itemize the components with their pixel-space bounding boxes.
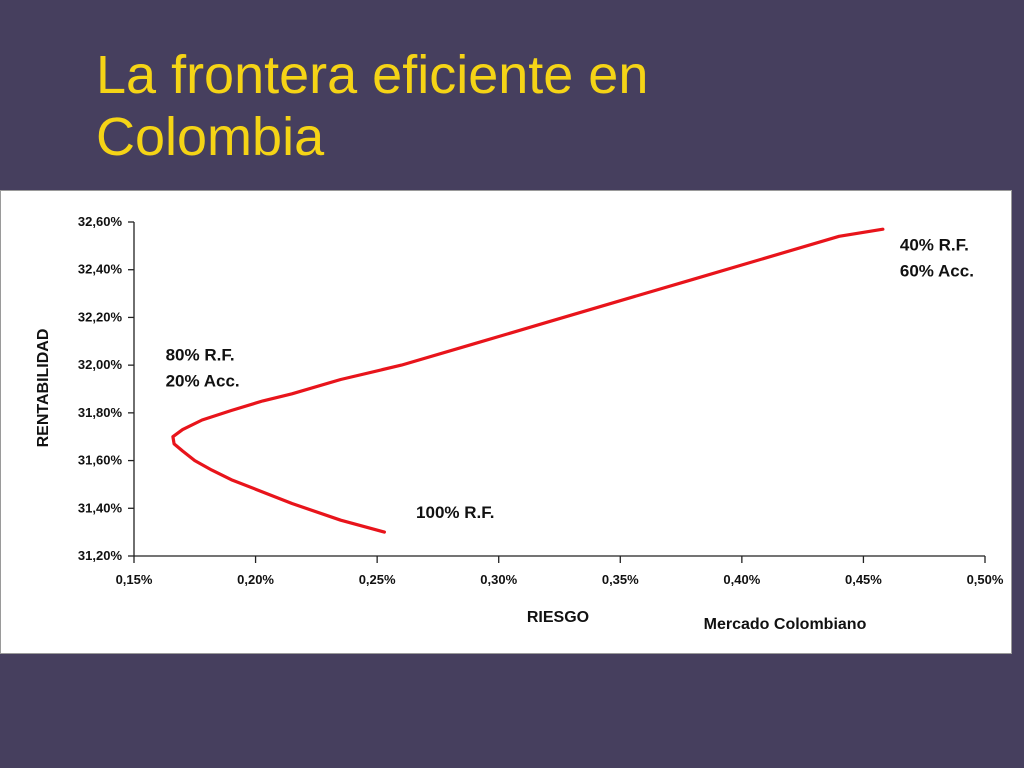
y-axis-title: RENTABILIDAD — [35, 329, 52, 448]
x-tick-label: 0,45% — [845, 572, 882, 587]
annotation: 40% R.F. 60% Acc. — [900, 236, 974, 281]
x-tick-label: 0,50% — [967, 572, 1004, 587]
y-tick-label: 31,20% — [78, 548, 123, 563]
chart-panel: 31,20% 31,40% 31,60% 31,80% 32,00% 32,20% 32,4… — [0, 190, 1012, 654]
title-line-2: Colombia — [96, 107, 325, 167]
series-layer — [171, 227, 885, 534]
title-line-1: La frontera eficiente en — [96, 45, 649, 105]
annotation-line: 40% R.F. — [900, 236, 969, 255]
annotation: 100% R.F. — [416, 503, 494, 522]
x-tick-label: 0,25% — [359, 572, 396, 587]
annotation-line: 100% R.F. — [416, 503, 494, 522]
y-tick-label: 32,20% — [78, 309, 123, 324]
slide-title: La frontera eficiente en Colombia — [96, 44, 996, 168]
frontier-line — [171, 227, 885, 534]
annotation-line: 20% Acc. — [166, 371, 240, 390]
y-tick-label: 32,40% — [78, 262, 123, 277]
y-tick-label: 31,80% — [78, 405, 123, 420]
x-tick-label: 0,40% — [723, 572, 760, 587]
x-axis: 0,15% 0,20% 0,25% 0,30% 0,35% 0,40% 0,45% 0,50% — [116, 555, 1004, 587]
annotation-line: 60% Acc. — [900, 262, 974, 281]
x-axis-title: RIESGO — [527, 609, 589, 626]
x-tick-label: 0,20% — [237, 572, 274, 587]
annotation: 80% R.F. 20% Acc. — [166, 345, 240, 390]
y-tick-label: 31,60% — [78, 453, 123, 468]
annotation-line: 80% R.F. — [166, 345, 235, 364]
x-tick-label: 0,15% — [116, 572, 153, 587]
y-tick-label: 32,60% — [78, 214, 123, 229]
source-note: Mercado Colombiano — [704, 616, 867, 633]
frontier-chart: 31,20% 31,40% 31,60% 31,80% 32,00% 32,20% 32,4… — [35, 214, 1004, 633]
y-axis: 31,20% 31,40% 31,60% 31,80% 32,00% 32,20% 32,4… — [78, 214, 135, 563]
x-tick-label: 0,30% — [480, 572, 517, 587]
y-tick-label: 31,40% — [78, 500, 123, 515]
x-tick-label: 0,35% — [602, 572, 639, 587]
y-tick-label: 32,00% — [78, 357, 123, 372]
annotations-layer: 40% R.F. 60% Acc. 80% R.F. 20% Acc. 100% R.F… — [166, 236, 974, 522]
